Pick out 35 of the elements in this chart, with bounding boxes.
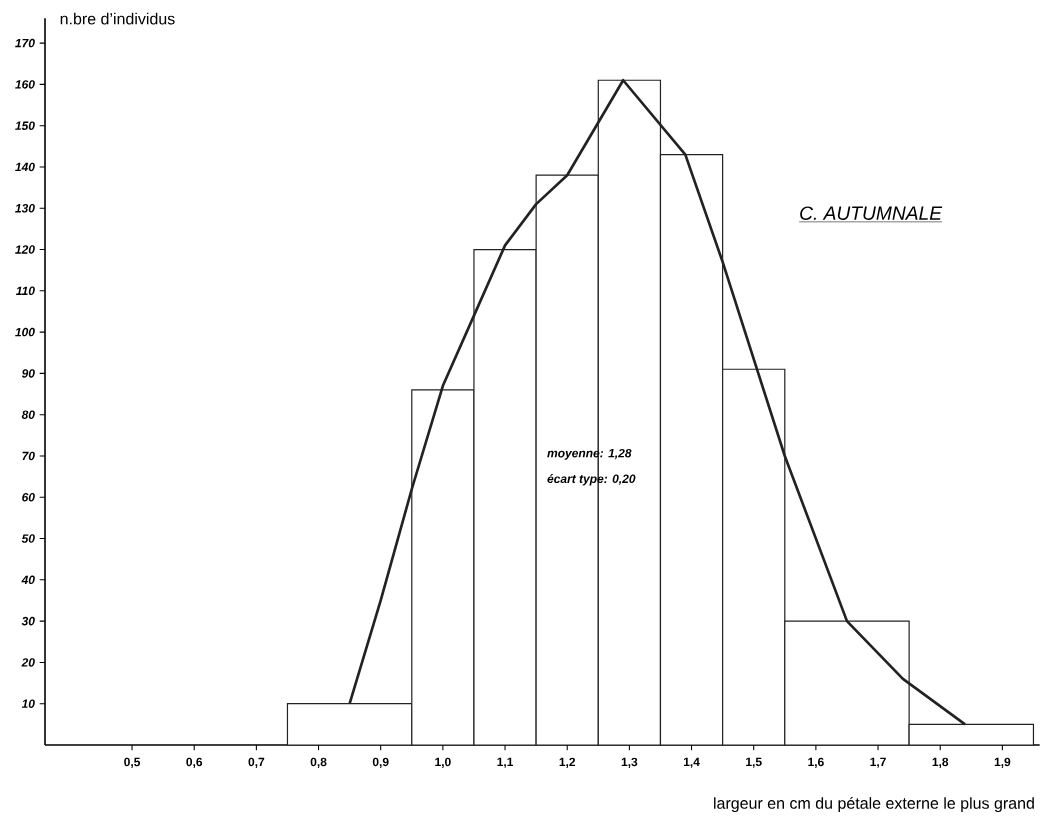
- x-tick-label: 1,0: [435, 757, 451, 768]
- x-tick-label: 1,2: [559, 757, 576, 768]
- y-tick-label: 140: [15, 162, 35, 171]
- x-tick-label: 1,1: [497, 757, 514, 768]
- y-tick-label: 160: [15, 79, 35, 89]
- x-tick-label: 1,4: [683, 757, 700, 768]
- x-tick-label: 0,5: [124, 757, 141, 768]
- y-tick-label: 150: [15, 121, 35, 130]
- y-tick-label: 40: [21, 575, 35, 584]
- x-tick-label: 0,9: [372, 757, 389, 768]
- x-tick-label: 0,7: [248, 757, 265, 768]
- y-tick-label: 30: [21, 616, 35, 626]
- x-tick-label: 1,6: [808, 757, 824, 768]
- x-tick-label: 1,5: [746, 757, 762, 768]
- y-tick-label: 70: [22, 451, 35, 460]
- y-tick-label: 120: [15, 245, 35, 254]
- y-tick-label: 110: [16, 286, 35, 295]
- x-axis-title: largeur en cm du pétale externe le plus grand: [714, 796, 1034, 812]
- x-tick-label: 1,9: [994, 757, 1011, 768]
- y-tick-label: 10: [21, 699, 35, 708]
- text: C. AUTUMNALE: [800, 206, 943, 220]
- x-tick-label: 1,8: [932, 757, 949, 768]
- y-tick-label: 130: [15, 203, 35, 213]
- x-tick-label: 1,7: [870, 757, 886, 768]
- y-tick-label: 20: [21, 657, 35, 667]
- y-tick-label: 50: [21, 534, 35, 543]
- y-tick-label: 100: [15, 327, 35, 337]
- y-axis-title: n.bre d’individus: [60, 12, 175, 25]
- x-tick-label: 1,3: [621, 757, 638, 768]
- x-tick-label: 0,6: [186, 757, 203, 768]
- y-tick-label: 80: [21, 410, 35, 419]
- y-tick-label: 90: [21, 368, 35, 378]
- y-tick-label: 170: [15, 38, 35, 48]
- y-tick-label: 60: [22, 492, 35, 502]
- x-tick-label: 0,8: [310, 757, 327, 768]
